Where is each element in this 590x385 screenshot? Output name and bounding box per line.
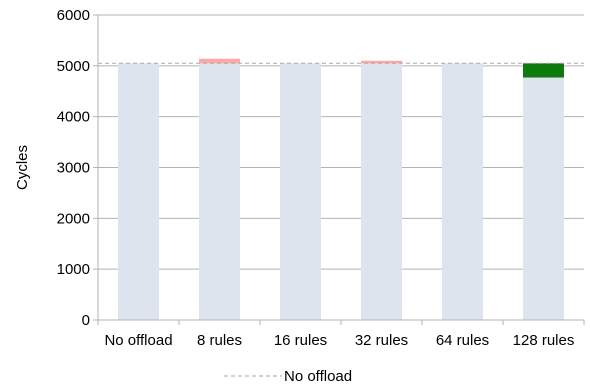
- y-axis-title: Cycles: [14, 145, 31, 190]
- y-tick-labels: 0 1000 2000 3000 4000 5000 6000: [57, 7, 90, 329]
- x-tick-label-128-rules: 128 rules: [513, 332, 575, 349]
- x-tick-label-no-offload: No offload: [104, 332, 172, 349]
- legend: No offload: [224, 368, 352, 385]
- bar-8-rules: [199, 63, 240, 320]
- x-tick-label-32-rules: 32 rules: [355, 332, 408, 349]
- x-tick-label-16-rules: 16 rules: [274, 332, 327, 349]
- y-tick-label-6000: 6000: [57, 7, 90, 24]
- x-tick-labels: No offload 8 rules 16 rules 32 rules 64 rule…: [104, 332, 574, 349]
- legend-label-no-offload: No offload: [284, 368, 352, 385]
- bars: [118, 63, 564, 320]
- bar-increase-8-rules: [199, 59, 240, 64]
- y-tick-label-5000: 5000: [57, 58, 90, 75]
- y-tick-label-4000: 4000: [57, 109, 90, 126]
- bar-64-rules: [442, 63, 483, 320]
- bar-16-rules: [280, 63, 321, 320]
- bar-decrease-128-rules: [523, 63, 564, 77]
- x-tick-label-64-rules: 64 rules: [436, 332, 489, 349]
- y-tick-label-2000: 2000: [57, 210, 90, 227]
- bar-32-rules: [361, 63, 402, 320]
- y-tick-label-1000: 1000: [57, 261, 90, 278]
- bar-no-offload: [118, 63, 159, 320]
- axes: [98, 15, 584, 325]
- bar-128-rules: [523, 78, 564, 320]
- y-tick-label-3000: 3000: [57, 160, 90, 177]
- x-tick-label-8-rules: 8 rules: [197, 332, 242, 349]
- y-tick-label-0: 0: [82, 312, 90, 329]
- gridlines: [93, 15, 584, 320]
